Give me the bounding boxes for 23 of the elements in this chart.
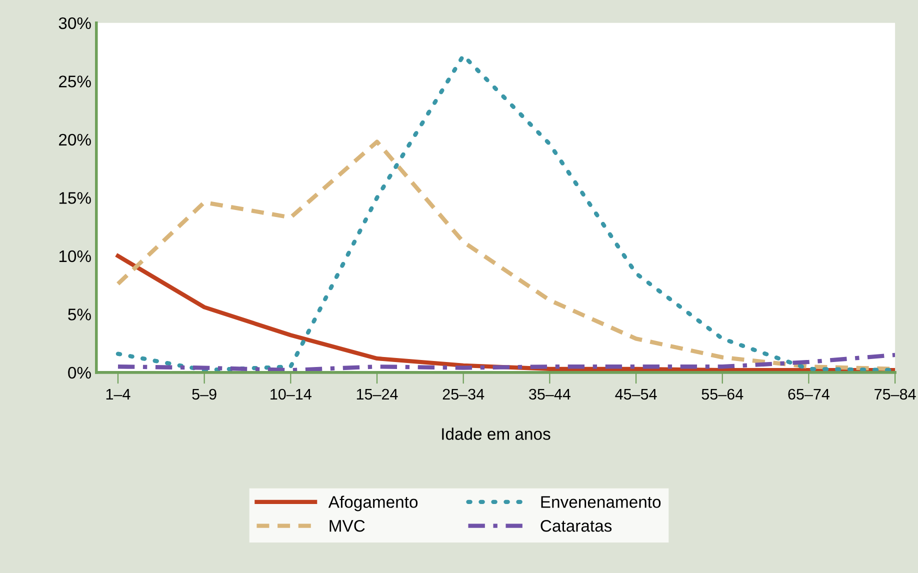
y-tick-label: 10% — [59, 250, 91, 262]
x-tick-label: 15–24 — [356, 388, 398, 400]
x-tick-label: 10–14 — [270, 388, 312, 400]
legend-label: Afogamento — [328, 496, 418, 512]
legend-label: Cataratas — [540, 520, 612, 532]
x-tick-label: 5–9 — [192, 388, 216, 400]
y-tick-label: 5% — [68, 308, 91, 320]
x-tick-label: 1–4 — [106, 388, 130, 400]
y-tick-label: 0% — [68, 366, 91, 379]
legend-label: Envenenamento — [541, 496, 661, 508]
x-tick-label: 75–84 — [874, 388, 916, 400]
x-tick-label: 45–54 — [615, 388, 657, 400]
x-axis-title: Idade em anos — [442, 428, 550, 440]
x-tick-label: 35–44 — [529, 388, 570, 400]
y-tick-label: 20% — [59, 134, 91, 146]
y-tick-label: 30% — [58, 17, 91, 30]
y-tick-label: 25% — [59, 76, 91, 88]
y-tick-label: 15% — [59, 192, 91, 204]
x-tick-label: 25–34 — [442, 388, 484, 400]
x-tick-label: 65–74 — [788, 388, 830, 400]
legend-label: MVC — [330, 520, 365, 532]
x-tick-label: 55–64 — [702, 388, 744, 400]
line-series — [116, 352, 896, 372]
